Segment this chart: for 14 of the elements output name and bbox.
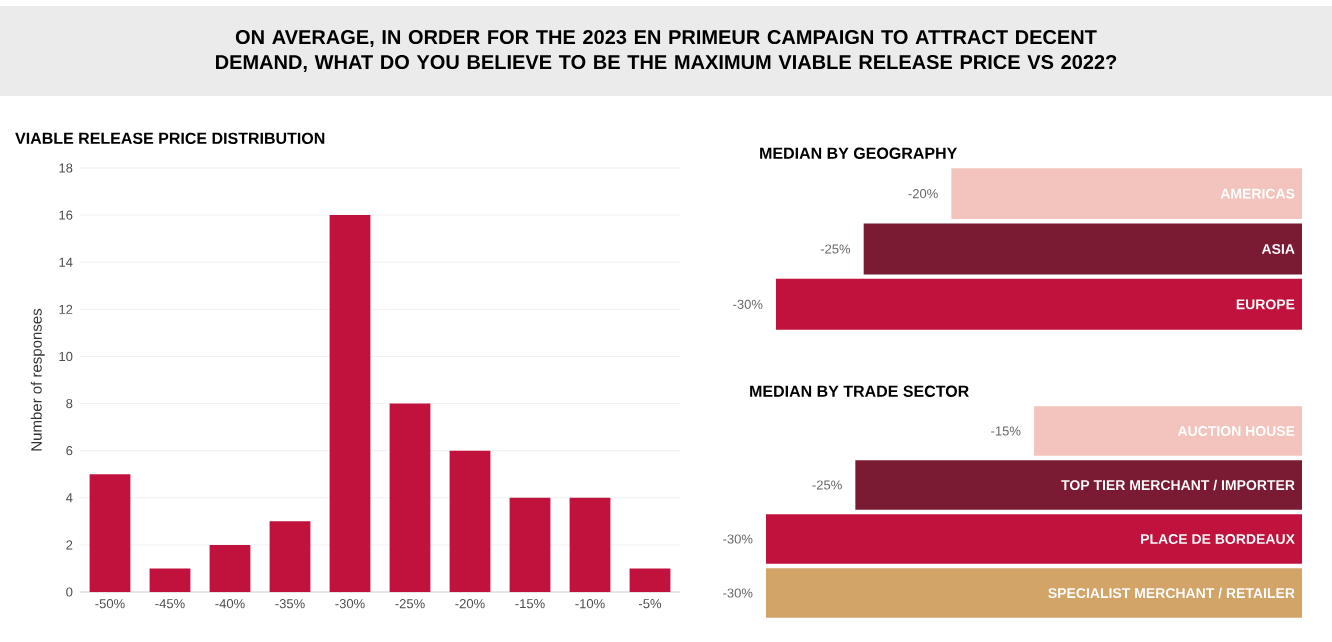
bar [449,450,491,592]
chart-title: ON AVERAGE, IN ORDER FOR THE 2023 EN PRIMEUR CAMPAIGN TO ATTRACT DECENT DEMAND, WHAT DO YOU BELIEVE TO BE THE MAXIMUM VIABLE RELEASE PRICE VS 2022? [216,29,1117,73]
chart-title: MEDIAN BY TRADE SECTOR [750,385,969,397]
bar [509,497,551,592]
bar [389,403,431,592]
bar [629,568,671,592]
bar [89,474,131,592]
bar [269,521,311,592]
bar [569,497,611,592]
bar [149,568,191,592]
bar [209,544,251,592]
bar [329,215,371,592]
chart-subtitle: VIABLE RELEASE PRICE DISTRIBUTION [15,132,325,144]
chart-title: MEDIAN BY GEOGRAPHY [760,147,958,159]
